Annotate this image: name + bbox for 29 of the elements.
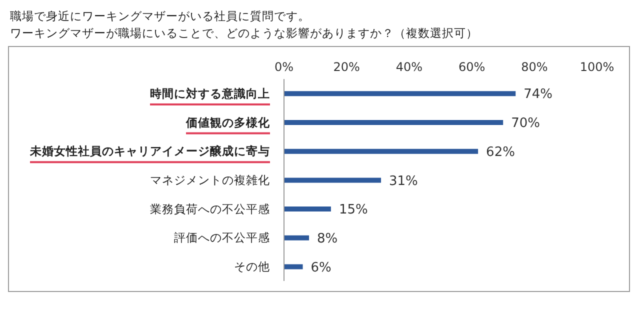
x-tick-label: 20% xyxy=(333,60,360,74)
y-tick-label: 評価への不公平感 xyxy=(174,230,270,245)
bar xyxy=(284,206,331,212)
y-tick-label: 価値観の多様化 xyxy=(185,115,271,130)
x-tick-label: 0% xyxy=(274,60,294,74)
y-tick-label: 業務負荷への不公平感 xyxy=(150,202,270,216)
data-label: 8% xyxy=(317,232,338,247)
bar xyxy=(284,178,382,183)
y-tick-label: 未婚女性社員のキャリアイメージ醸成に寄与 xyxy=(29,144,270,158)
x-tick-label: 40% xyxy=(396,60,423,74)
bar xyxy=(284,264,303,270)
chart-subtitle: ワーキングマザーが職場にいることで、どのような影響がありますか？（複数選択可） xyxy=(10,25,479,42)
data-label: 31% xyxy=(389,174,418,189)
y-tick-label: マネジメントの複雑化 xyxy=(150,173,270,187)
bar xyxy=(284,148,478,154)
bar xyxy=(284,91,516,96)
y-tick-label: 時間に対する意識向上 xyxy=(150,86,270,100)
data-label: 6% xyxy=(310,260,332,276)
text: 職場で身近にワーキングマザーがいる社員に質問です。 xyxy=(10,8,311,25)
data-label: 74% xyxy=(524,87,553,102)
x-tick-label: 80% xyxy=(521,60,548,74)
x-tick-label: 100% xyxy=(580,60,614,74)
x-tick-label: 60% xyxy=(458,60,486,74)
bar xyxy=(284,120,504,125)
y-tick-label: その他 xyxy=(234,260,270,274)
bar xyxy=(284,235,310,240)
data-label: 70% xyxy=(511,116,540,132)
data-label: 62% xyxy=(486,144,515,160)
data-label: 15% xyxy=(338,202,368,218)
